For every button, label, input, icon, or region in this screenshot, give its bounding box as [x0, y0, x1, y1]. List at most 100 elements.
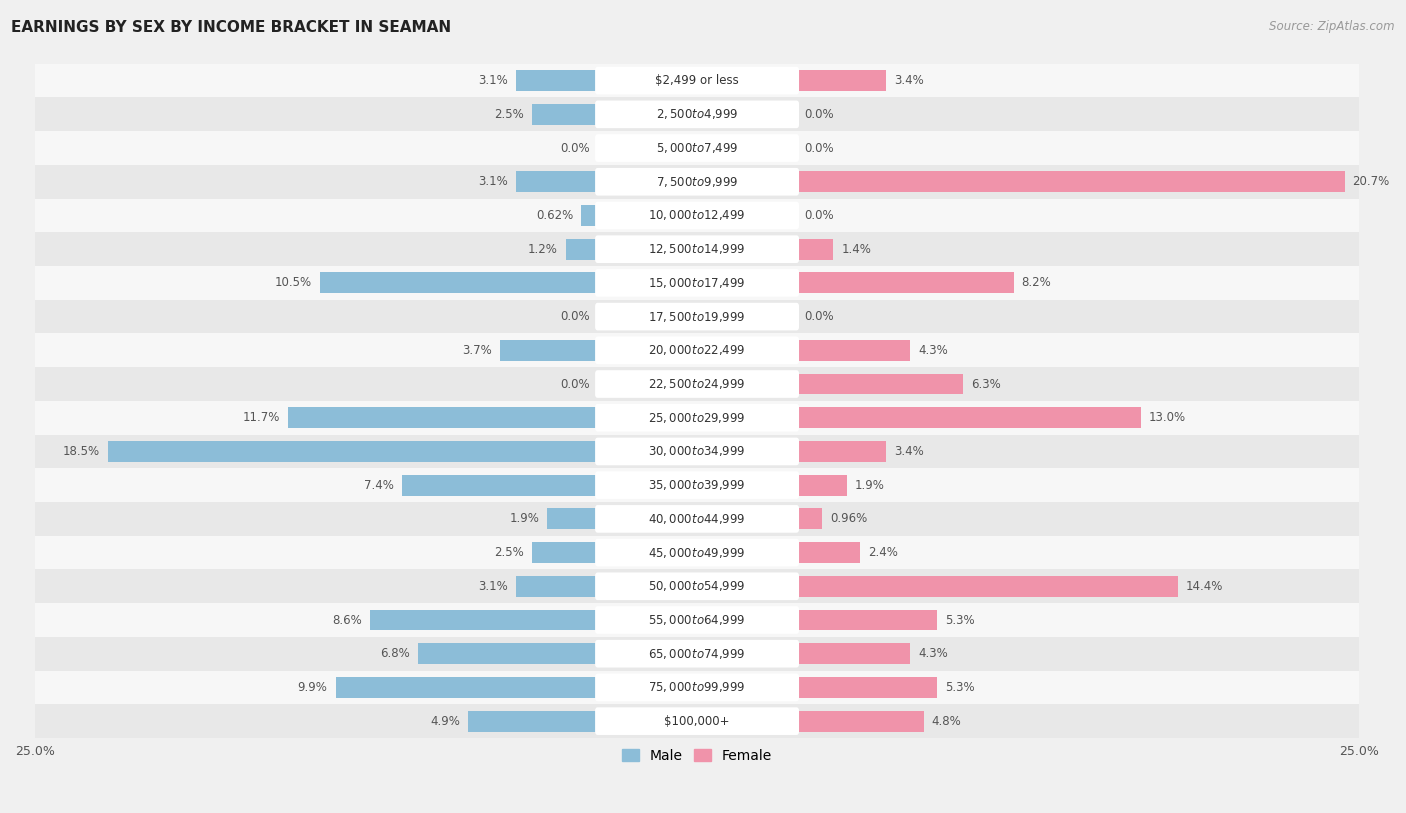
Bar — [796, 576, 1178, 597]
Bar — [35, 502, 1360, 536]
Bar — [581, 205, 598, 226]
FancyBboxPatch shape — [595, 370, 799, 398]
Bar — [796, 610, 936, 630]
Bar — [35, 603, 1360, 637]
Bar — [35, 333, 1360, 367]
Text: $100,000+: $100,000+ — [664, 715, 730, 728]
Bar — [35, 233, 1360, 266]
Text: 3.1%: 3.1% — [478, 74, 508, 87]
Bar — [35, 569, 1360, 603]
Bar — [35, 98, 1360, 131]
Text: $5,000 to $7,499: $5,000 to $7,499 — [655, 141, 738, 155]
Bar — [531, 104, 598, 125]
Text: 5.3%: 5.3% — [945, 681, 974, 694]
Bar — [547, 508, 598, 529]
Bar — [796, 677, 936, 698]
Bar — [336, 677, 598, 698]
Bar — [370, 610, 598, 630]
Text: 6.8%: 6.8% — [380, 647, 409, 660]
Bar — [319, 272, 598, 293]
Bar — [516, 576, 598, 597]
Bar — [288, 407, 598, 428]
Text: 2.4%: 2.4% — [868, 546, 898, 559]
Text: 0.0%: 0.0% — [804, 108, 834, 121]
Bar — [796, 407, 1140, 428]
Text: Source: ZipAtlas.com: Source: ZipAtlas.com — [1270, 20, 1395, 33]
Text: 8.2%: 8.2% — [1022, 276, 1052, 289]
Text: 18.5%: 18.5% — [63, 445, 100, 458]
Text: 0.62%: 0.62% — [536, 209, 574, 222]
Text: $7,500 to $9,999: $7,500 to $9,999 — [655, 175, 738, 189]
Text: $75,000 to $99,999: $75,000 to $99,999 — [648, 680, 745, 694]
FancyBboxPatch shape — [595, 640, 799, 667]
Text: 0.0%: 0.0% — [804, 141, 834, 154]
Text: 0.96%: 0.96% — [830, 512, 868, 525]
Text: 1.2%: 1.2% — [529, 243, 558, 256]
Bar — [796, 70, 886, 91]
Bar — [796, 475, 846, 496]
Bar — [35, 63, 1360, 98]
Text: EARNINGS BY SEX BY INCOME BRACKET IN SEAMAN: EARNINGS BY SEX BY INCOME BRACKET IN SEA… — [11, 20, 451, 35]
Text: $20,000 to $22,499: $20,000 to $22,499 — [648, 343, 745, 358]
Text: 0.0%: 0.0% — [560, 310, 589, 323]
Text: 9.9%: 9.9% — [298, 681, 328, 694]
Text: $55,000 to $64,999: $55,000 to $64,999 — [648, 613, 745, 627]
Text: 3.4%: 3.4% — [894, 74, 924, 87]
FancyBboxPatch shape — [595, 606, 799, 634]
FancyBboxPatch shape — [595, 269, 799, 297]
Bar — [35, 637, 1360, 671]
Text: 0.0%: 0.0% — [804, 209, 834, 222]
Bar — [35, 165, 1360, 198]
Bar — [796, 374, 963, 394]
Text: $12,500 to $14,999: $12,500 to $14,999 — [648, 242, 745, 256]
Bar — [35, 198, 1360, 233]
Bar — [796, 172, 1344, 192]
Bar — [796, 711, 924, 732]
FancyBboxPatch shape — [595, 302, 799, 330]
Bar — [35, 435, 1360, 468]
Text: 10.5%: 10.5% — [274, 276, 312, 289]
FancyBboxPatch shape — [595, 168, 799, 196]
FancyBboxPatch shape — [595, 134, 799, 162]
Bar — [796, 340, 910, 361]
Bar — [499, 340, 598, 361]
Bar — [35, 536, 1360, 569]
FancyBboxPatch shape — [595, 707, 799, 735]
Text: $30,000 to $34,999: $30,000 to $34,999 — [648, 445, 745, 459]
FancyBboxPatch shape — [595, 404, 799, 432]
Text: 1.4%: 1.4% — [841, 243, 872, 256]
FancyBboxPatch shape — [595, 67, 799, 94]
FancyBboxPatch shape — [595, 202, 799, 229]
Bar — [796, 272, 1014, 293]
Text: $17,500 to $19,999: $17,500 to $19,999 — [648, 310, 745, 324]
Text: 13.0%: 13.0% — [1149, 411, 1185, 424]
Text: 0.0%: 0.0% — [560, 141, 589, 154]
Text: 0.0%: 0.0% — [804, 310, 834, 323]
Bar — [796, 508, 823, 529]
Text: 4.9%: 4.9% — [430, 715, 460, 728]
Text: 4.8%: 4.8% — [931, 715, 962, 728]
Bar — [35, 367, 1360, 401]
Bar — [567, 239, 598, 259]
Bar — [796, 239, 834, 259]
Text: $22,500 to $24,999: $22,500 to $24,999 — [648, 377, 745, 391]
Text: $2,500 to $4,999: $2,500 to $4,999 — [655, 107, 738, 121]
Text: 3.1%: 3.1% — [478, 176, 508, 189]
Text: 6.3%: 6.3% — [972, 377, 1001, 390]
Bar — [35, 704, 1360, 738]
Bar — [35, 401, 1360, 435]
Bar — [35, 266, 1360, 300]
Text: $50,000 to $54,999: $50,000 to $54,999 — [648, 580, 745, 593]
Text: $10,000 to $12,499: $10,000 to $12,499 — [648, 208, 745, 223]
Text: 7.4%: 7.4% — [364, 479, 394, 492]
FancyBboxPatch shape — [595, 572, 799, 600]
Text: 1.9%: 1.9% — [855, 479, 884, 492]
Bar — [796, 542, 860, 563]
Text: $2,499 or less: $2,499 or less — [655, 74, 740, 87]
Text: $35,000 to $39,999: $35,000 to $39,999 — [648, 478, 745, 492]
Text: $65,000 to $74,999: $65,000 to $74,999 — [648, 646, 745, 661]
Text: 3.7%: 3.7% — [463, 344, 492, 357]
Text: $25,000 to $29,999: $25,000 to $29,999 — [648, 411, 745, 424]
Text: $45,000 to $49,999: $45,000 to $49,999 — [648, 546, 745, 559]
Bar — [35, 300, 1360, 333]
